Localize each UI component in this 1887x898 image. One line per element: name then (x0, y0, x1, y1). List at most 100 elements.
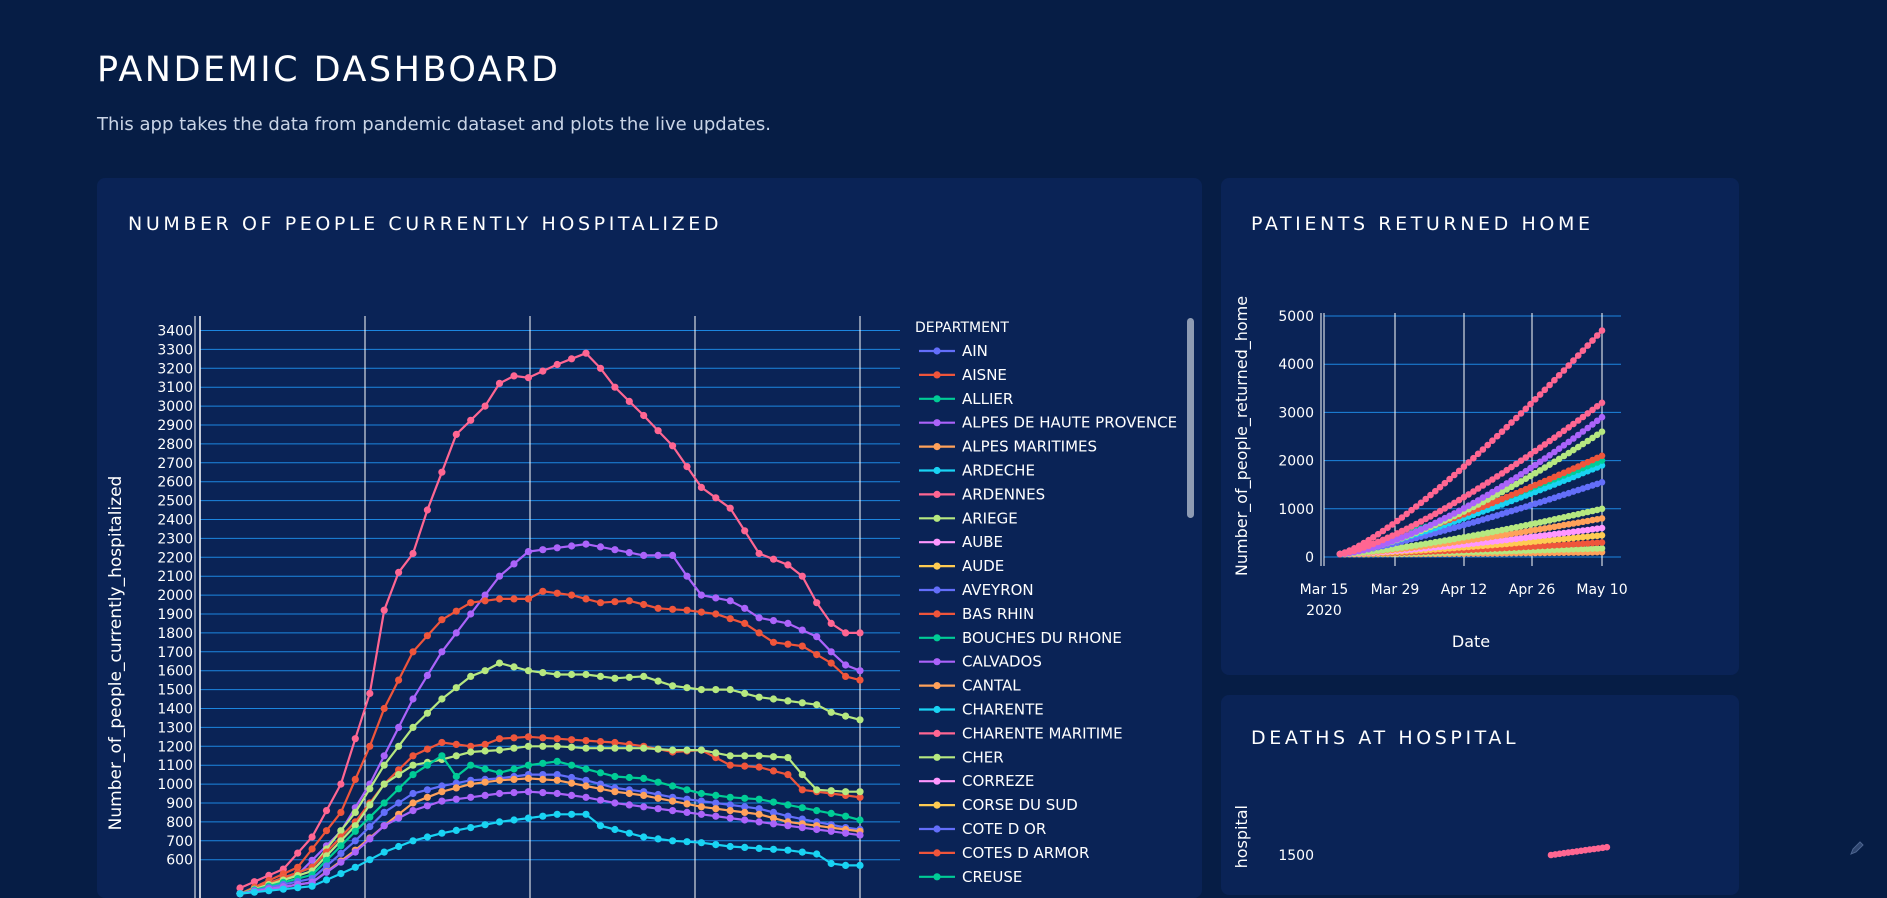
data-point[interactable] (467, 416, 475, 424)
data-point[interactable] (539, 546, 547, 554)
data-point[interactable] (1570, 540, 1577, 548)
data-point[interactable] (697, 803, 706, 811)
data-point[interactable] (640, 672, 648, 680)
data-point[interactable] (1465, 491, 1472, 498)
data-point[interactable] (856, 788, 864, 796)
data-point[interactable] (1555, 530, 1563, 537)
data-point[interactable] (697, 810, 706, 818)
data-point[interactable] (1560, 367, 1568, 374)
data-point[interactable] (423, 745, 431, 753)
data-point[interactable] (1565, 362, 1572, 369)
data-point[interactable] (524, 548, 532, 556)
data-point[interactable] (683, 684, 691, 692)
data-point[interactable] (1470, 488, 1477, 495)
data-point[interactable] (856, 629, 864, 637)
data-point[interactable] (654, 745, 662, 753)
data-point[interactable] (654, 805, 662, 813)
data-point[interactable] (423, 671, 431, 679)
data-point[interactable] (611, 772, 619, 781)
data-point[interactable] (553, 360, 561, 369)
data-point[interactable] (337, 870, 345, 878)
data-point[interactable] (596, 738, 605, 746)
data-point[interactable] (351, 735, 359, 743)
data-point[interactable] (755, 693, 763, 701)
data-point[interactable] (842, 661, 850, 669)
data-point[interactable] (351, 775, 359, 784)
data-point[interactable] (1479, 482, 1487, 489)
data-point[interactable] (1560, 452, 1568, 460)
data-point[interactable] (697, 686, 706, 694)
data-point[interactable] (322, 856, 331, 864)
data-point[interactable] (539, 759, 547, 767)
data-point[interactable] (798, 699, 806, 707)
data-point[interactable] (1598, 524, 1606, 532)
data-point[interactable] (1422, 495, 1429, 503)
data-point[interactable] (596, 785, 605, 793)
data-point[interactable] (467, 780, 475, 788)
data-point[interactable] (467, 742, 475, 750)
data-point[interactable] (712, 749, 720, 757)
data-point[interactable] (322, 862, 331, 870)
data-point[interactable] (395, 842, 403, 851)
data-point[interactable] (481, 591, 489, 599)
data-point[interactable] (1536, 391, 1544, 398)
data-point[interactable] (769, 695, 778, 703)
data-point[interactable] (1574, 545, 1582, 553)
data-point[interactable] (337, 827, 345, 835)
data-point[interactable] (495, 776, 504, 784)
data-point[interactable] (827, 859, 835, 868)
data-point[interactable] (236, 890, 244, 898)
data-point[interactable] (1513, 414, 1520, 422)
data-point[interactable] (726, 752, 734, 760)
data-point[interactable] (1436, 483, 1444, 491)
data-point[interactable] (654, 835, 662, 843)
data-point[interactable] (366, 801, 374, 809)
data-point[interactable] (625, 801, 633, 809)
data-point[interactable] (856, 861, 864, 870)
data-point[interactable] (625, 789, 633, 798)
legend-item[interactable]: CHARENTE (919, 701, 1044, 719)
data-point[interactable] (582, 737, 590, 745)
data-point[interactable] (395, 723, 403, 732)
data-point[interactable] (741, 808, 749, 817)
data-point[interactable] (1593, 545, 1601, 552)
data-point[interactable] (669, 605, 677, 613)
data-point[interactable] (1560, 442, 1568, 449)
data-point[interactable] (1560, 535, 1568, 543)
data-point[interactable] (697, 591, 706, 599)
data-point[interactable] (1451, 471, 1458, 479)
data-point[interactable] (1570, 357, 1577, 364)
data-point[interactable] (1370, 534, 1377, 541)
data-point[interactable] (452, 607, 460, 615)
data-point[interactable] (683, 786, 691, 794)
data-point[interactable] (1555, 536, 1563, 543)
data-point[interactable] (769, 753, 778, 761)
data-point[interactable] (495, 735, 504, 743)
data-point[interactable] (654, 604, 662, 612)
data-point[interactable] (1393, 517, 1401, 525)
data-point[interactable] (337, 808, 345, 817)
data-point[interactable] (380, 848, 388, 856)
legend-item[interactable]: AVEYRON (919, 581, 1034, 599)
data-point[interactable] (1474, 497, 1482, 504)
data-point[interactable] (409, 837, 417, 845)
data-point[interactable] (395, 568, 403, 576)
data-point[interactable] (1417, 499, 1425, 507)
data-point[interactable] (827, 787, 835, 795)
data-point[interactable] (1398, 514, 1406, 521)
data-point[interactable] (669, 442, 677, 450)
data-point[interactable] (741, 604, 749, 612)
data-point[interactable] (813, 786, 821, 794)
data-point[interactable] (582, 810, 590, 818)
data-point[interactable] (1593, 539, 1601, 547)
data-point[interactable] (423, 632, 431, 640)
data-point[interactable] (452, 772, 460, 781)
data-point[interactable] (467, 748, 475, 756)
data-point[interactable] (553, 810, 561, 818)
data-point[interactable] (438, 829, 446, 837)
data-point[interactable] (553, 789, 561, 798)
data-point[interactable] (510, 734, 518, 742)
data-point[interactable] (784, 801, 792, 809)
data-point[interactable] (683, 808, 691, 817)
data-point[interactable] (510, 560, 518, 568)
